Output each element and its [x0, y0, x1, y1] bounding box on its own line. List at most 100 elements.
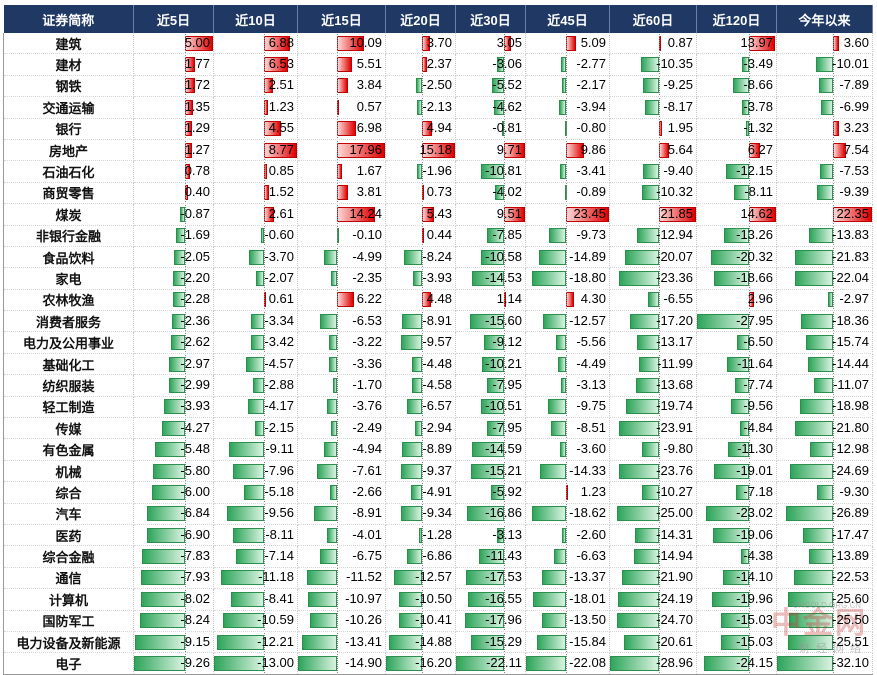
value-label: -16.86: [485, 505, 522, 521]
zero-axis: [185, 162, 187, 182]
zero-axis: [185, 568, 187, 588]
bar-negative: [393, 570, 422, 586]
value-label: -8.02: [180, 590, 210, 606]
value-label: -11.64: [737, 355, 773, 371]
value-label: 22.35: [836, 205, 869, 221]
data-cell: 5.00: [133, 33, 214, 55]
data-cell: -4.02: [455, 182, 526, 205]
value-label: -2.66: [352, 483, 382, 499]
data-cell: -8.66: [696, 75, 777, 98]
value-label: -15.74: [832, 334, 869, 350]
data-cell: 15.18: [385, 139, 456, 162]
value-label: -15.60: [485, 312, 522, 328]
data-cell: 1.35: [133, 96, 214, 119]
value-label: -7.95: [492, 419, 522, 435]
bar-negative: [330, 484, 338, 500]
data-cell: -14.44: [776, 353, 873, 376]
zero-axis: [833, 311, 834, 331]
value-label: 0.44: [426, 227, 452, 243]
row-label: 国防军工: [3, 610, 134, 632]
value-label: -0.10: [352, 227, 382, 243]
bar-negative: [788, 634, 833, 650]
data-cell: -4.58: [385, 374, 456, 397]
data-cell: -5.56: [525, 331, 610, 354]
data-cell: -17.53: [455, 567, 526, 590]
zero-axis: [566, 482, 568, 502]
zero-axis: [566, 290, 568, 310]
bar-negative: [326, 527, 338, 543]
data-cell: 1.27: [133, 139, 214, 162]
data-cell: -10.35: [609, 53, 697, 76]
value-label: -6.53: [352, 312, 382, 328]
value-label: -10.26: [345, 612, 382, 628]
data-cell: -1.69: [133, 225, 214, 247]
bar-negative: [172, 313, 186, 329]
data-cell: -26.89: [776, 503, 873, 525]
data-cell: -10.81: [455, 160, 526, 183]
row-label: 建筑: [3, 33, 134, 55]
data-cell: -16.86: [455, 503, 526, 525]
value-label: -19.06: [736, 526, 773, 542]
data-cell: -11.07: [776, 374, 873, 397]
data-cell: -32.10: [776, 652, 873, 675]
data-cell: 7.54: [776, 139, 873, 162]
data-cell: -2.50: [385, 75, 456, 98]
zero-axis: [503, 290, 505, 310]
zero-axis: [566, 632, 568, 652]
data-cell: -3.76: [297, 396, 386, 419]
data-cell: -8.17: [609, 96, 697, 119]
zero-axis: [833, 33, 834, 53]
zero-axis: [421, 247, 423, 267]
data-cell: -15.74: [776, 331, 873, 354]
zero-axis: [503, 547, 505, 567]
bar-negative: [647, 292, 659, 308]
data-cell: -5.80: [133, 460, 214, 483]
bar-negative: [168, 377, 186, 393]
zero-axis: [503, 268, 505, 288]
value-label: -6.86: [422, 548, 452, 564]
data-cell: -4.91: [385, 481, 456, 504]
value-label: -1.96: [422, 163, 452, 179]
data-cell: -25.51: [776, 631, 873, 654]
data-cell: 2.51: [213, 75, 298, 98]
value-label: -19.01: [736, 462, 773, 478]
data-cell: 3.81: [297, 182, 386, 205]
value-label: -0.81: [492, 120, 522, 136]
value-label: -19.96: [736, 590, 773, 606]
value-label: -22.08: [569, 655, 606, 671]
zero-axis: [503, 440, 505, 460]
data-cell: -25.50: [776, 610, 873, 632]
row-label: 交通运输: [3, 96, 134, 119]
value-label: -9.73: [576, 227, 606, 243]
data-cell: 0.61: [213, 289, 298, 312]
data-cell: -5.52: [455, 75, 526, 98]
row-label: 石油石化: [3, 160, 134, 183]
zero-axis: [421, 632, 423, 652]
zero-axis: [503, 611, 505, 631]
bar-negative: [713, 527, 749, 543]
bar-negative: [562, 78, 567, 94]
value-label: 3.05: [496, 34, 522, 50]
zero-axis: [503, 247, 505, 267]
data-cell: -2.28: [133, 289, 214, 312]
data-cell: 9.71: [455, 139, 526, 162]
zero-axis: [833, 525, 834, 545]
data-cell: -11.99: [609, 353, 697, 376]
value-label: -21.83: [832, 248, 869, 264]
table-row: 电力及公用事业 -2.62 -3.42 -3.22 -9.57 -9.12 -5.56 -13…: [3, 331, 873, 354]
bar-negative: [788, 591, 833, 607]
zero-axis: [566, 589, 568, 609]
zero-axis: [503, 140, 505, 160]
table-row: 建筑 5.00 6.88 10.09 3.70 3.05 5.09 0.87 13.97 3.60: [3, 33, 873, 55]
data-cell: -7.14: [213, 545, 298, 568]
row-label: 食品饮料: [3, 246, 134, 269]
bar-negative: [180, 206, 186, 222]
bar-negative: [400, 335, 422, 351]
data-cell: 1.67: [297, 160, 386, 183]
value-label: -10.50: [415, 590, 452, 606]
bar-negative: [793, 570, 833, 586]
value-label: -22.53: [832, 569, 869, 585]
data-cell: -9.11: [213, 438, 298, 461]
bar-negative: [134, 656, 186, 672]
value-label: -1.28: [422, 526, 452, 542]
